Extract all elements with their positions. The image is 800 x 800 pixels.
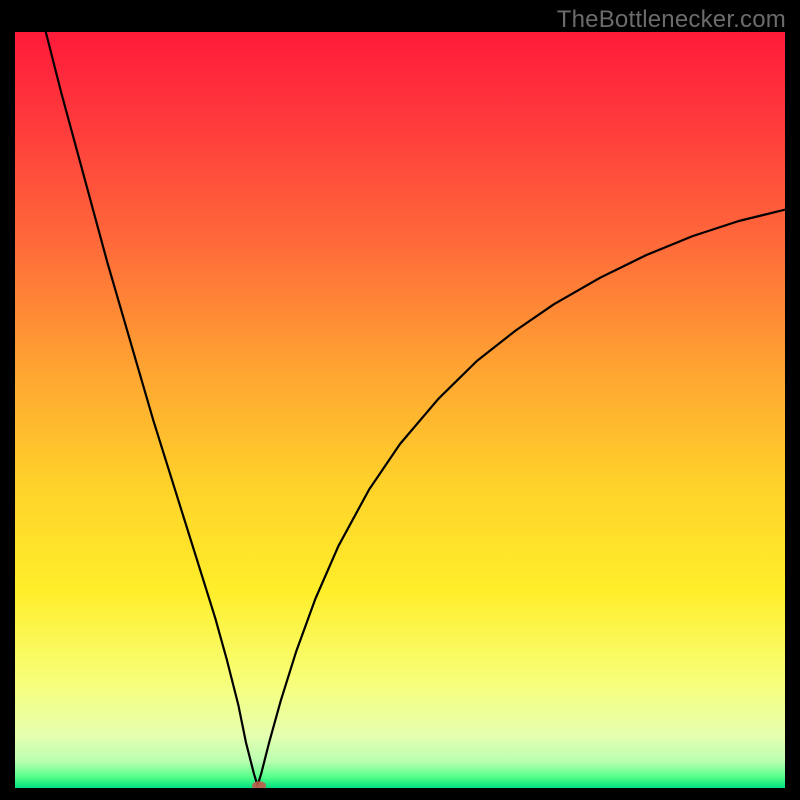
chart-background xyxy=(15,32,785,788)
chart-svg xyxy=(15,32,785,788)
plot-area xyxy=(15,32,785,788)
watermark-text: TheBottlenecker.com xyxy=(557,6,786,34)
